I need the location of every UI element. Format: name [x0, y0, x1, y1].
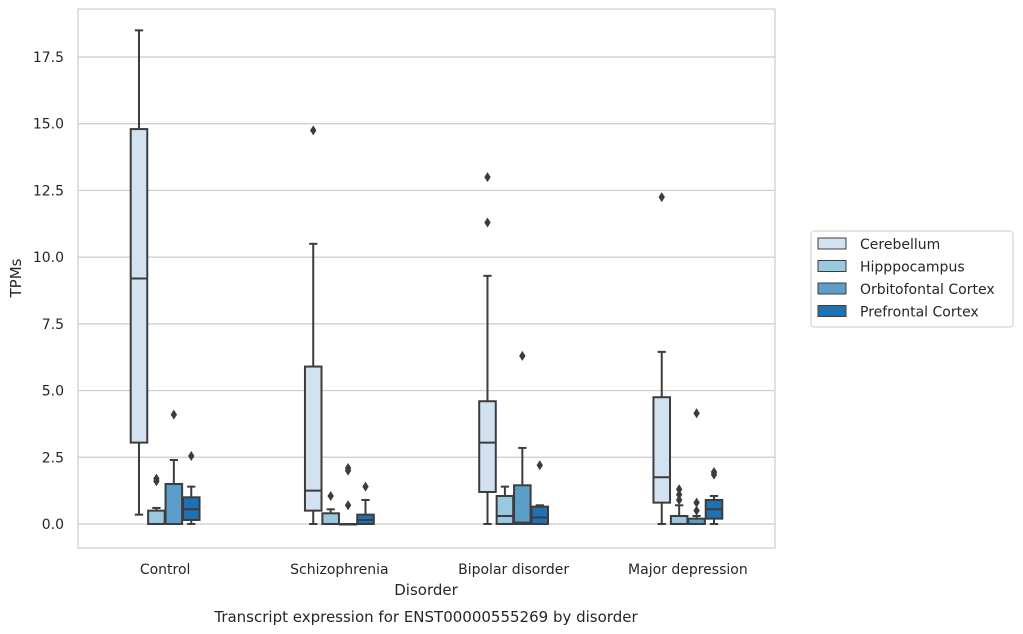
x-tick-label: Control — [140, 562, 191, 578]
legend-label: Cerebellum — [860, 237, 940, 253]
chart-caption: Transcript expression for ENST0000055526… — [213, 608, 638, 626]
y-tick-labels: 0.0 2.5 5.0 7.5 10.0 12.5 15.0 17.5 — [33, 50, 64, 533]
legend-label: Orbitofontal Cortex — [860, 282, 995, 298]
outlier-point — [710, 466, 718, 477]
box-body — [321, 512, 340, 525]
y-tick-label: 15.0 — [33, 117, 64, 133]
outlier-point — [344, 500, 352, 511]
box-cerebellum — [303, 125, 323, 525]
box-cerebellum — [652, 192, 672, 525]
y-tick-label: 5.0 — [42, 384, 64, 400]
outlier-point — [675, 494, 683, 505]
box-body — [129, 128, 149, 444]
box-body — [530, 505, 550, 525]
box-body — [147, 509, 166, 525]
box-prefrontal-cortex — [704, 466, 724, 525]
y-tick-label: 17.5 — [33, 50, 64, 66]
box-prefrontal-cortex — [530, 460, 550, 525]
outlier-point — [484, 217, 491, 228]
box-body — [495, 494, 515, 525]
y-tick-label: 7.5 — [42, 317, 64, 333]
y-axis-title: TPMs — [7, 258, 25, 298]
legend-swatch — [817, 282, 847, 295]
outlier-point — [693, 497, 700, 508]
outlier-point — [170, 409, 178, 420]
box-prefrontal-cortex — [356, 481, 375, 525]
x-axis-title: Disorder — [394, 581, 458, 599]
outlier-point — [484, 172, 491, 183]
outlier-point — [188, 450, 195, 461]
outlier-point — [536, 460, 543, 471]
legend: Cerebellum Hipppocampus Orbitofontal Corte… — [810, 230, 1014, 328]
box-body — [303, 365, 323, 512]
box-prefrontal-cortex — [181, 450, 201, 525]
box-plot-layer — [129, 29, 724, 526]
box-cerebellum — [129, 29, 149, 516]
x-tick-label: Major depression — [628, 562, 748, 578]
box-body — [478, 400, 497, 493]
box-orbitofontal-cortex — [687, 408, 706, 525]
outlier-point — [327, 490, 334, 501]
box-body — [164, 482, 184, 525]
box-body — [513, 484, 532, 525]
outlier-point — [519, 350, 526, 361]
box-hipppocampus — [321, 490, 340, 525]
x-tick-label: Bipolar disorder — [458, 562, 569, 578]
box-body — [669, 514, 689, 525]
box-orbitofontal-cortex — [513, 350, 532, 525]
outlier-point — [675, 489, 683, 500]
outlier-point — [362, 481, 369, 492]
outlier-point — [693, 408, 700, 419]
box-hipppocampus — [147, 473, 166, 525]
outlier-point — [344, 462, 352, 473]
box-orbitofontal-cortex — [338, 462, 358, 526]
outlier-point — [153, 473, 160, 484]
outlier-point — [693, 505, 700, 516]
legend-label: Hipppocampus — [860, 260, 965, 276]
x-tick-labels: Control Schizophrenia Bipolar disorder Majo… — [140, 562, 748, 578]
box-body — [652, 396, 672, 504]
legend-swatch — [817, 260, 847, 272]
legend-swatch — [817, 305, 847, 317]
box-hipppocampus — [669, 484, 689, 525]
grid-lines — [78, 56, 775, 525]
y-tick-label: 10.0 — [33, 250, 64, 266]
legend-frame — [810, 230, 1014, 328]
box-cerebellum — [478, 172, 497, 525]
outlier-point — [310, 125, 317, 136]
x-tick-label: Schizophrenia — [290, 562, 388, 578]
plot-frame — [77, 8, 776, 549]
y-tick-label: 2.5 — [42, 450, 64, 466]
legend-label: Prefrontal Cortex — [860, 305, 979, 321]
legend-swatch — [817, 237, 847, 250]
y-tick-label: 12.5 — [33, 183, 64, 199]
y-tick-label: 0.0 — [42, 517, 64, 533]
box-hipppocampus — [495, 485, 515, 525]
outlier-point — [675, 484, 683, 495]
box-orbitofontal-cortex — [164, 409, 184, 525]
outlier-point — [658, 192, 665, 203]
